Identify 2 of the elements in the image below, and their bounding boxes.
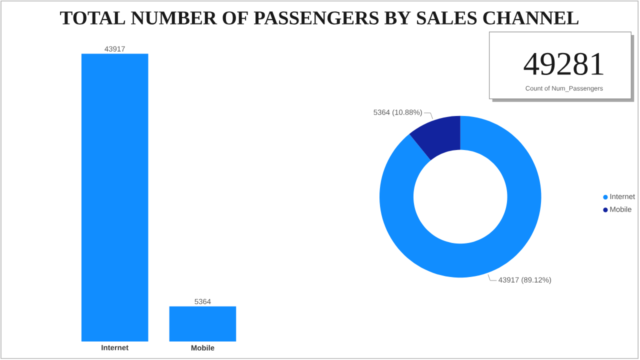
text: TOTAL NUMBER OF PASSENGERS BY SALES CHANNEL (60, 12, 578, 25)
text: 49281 (524, 53, 604, 76)
